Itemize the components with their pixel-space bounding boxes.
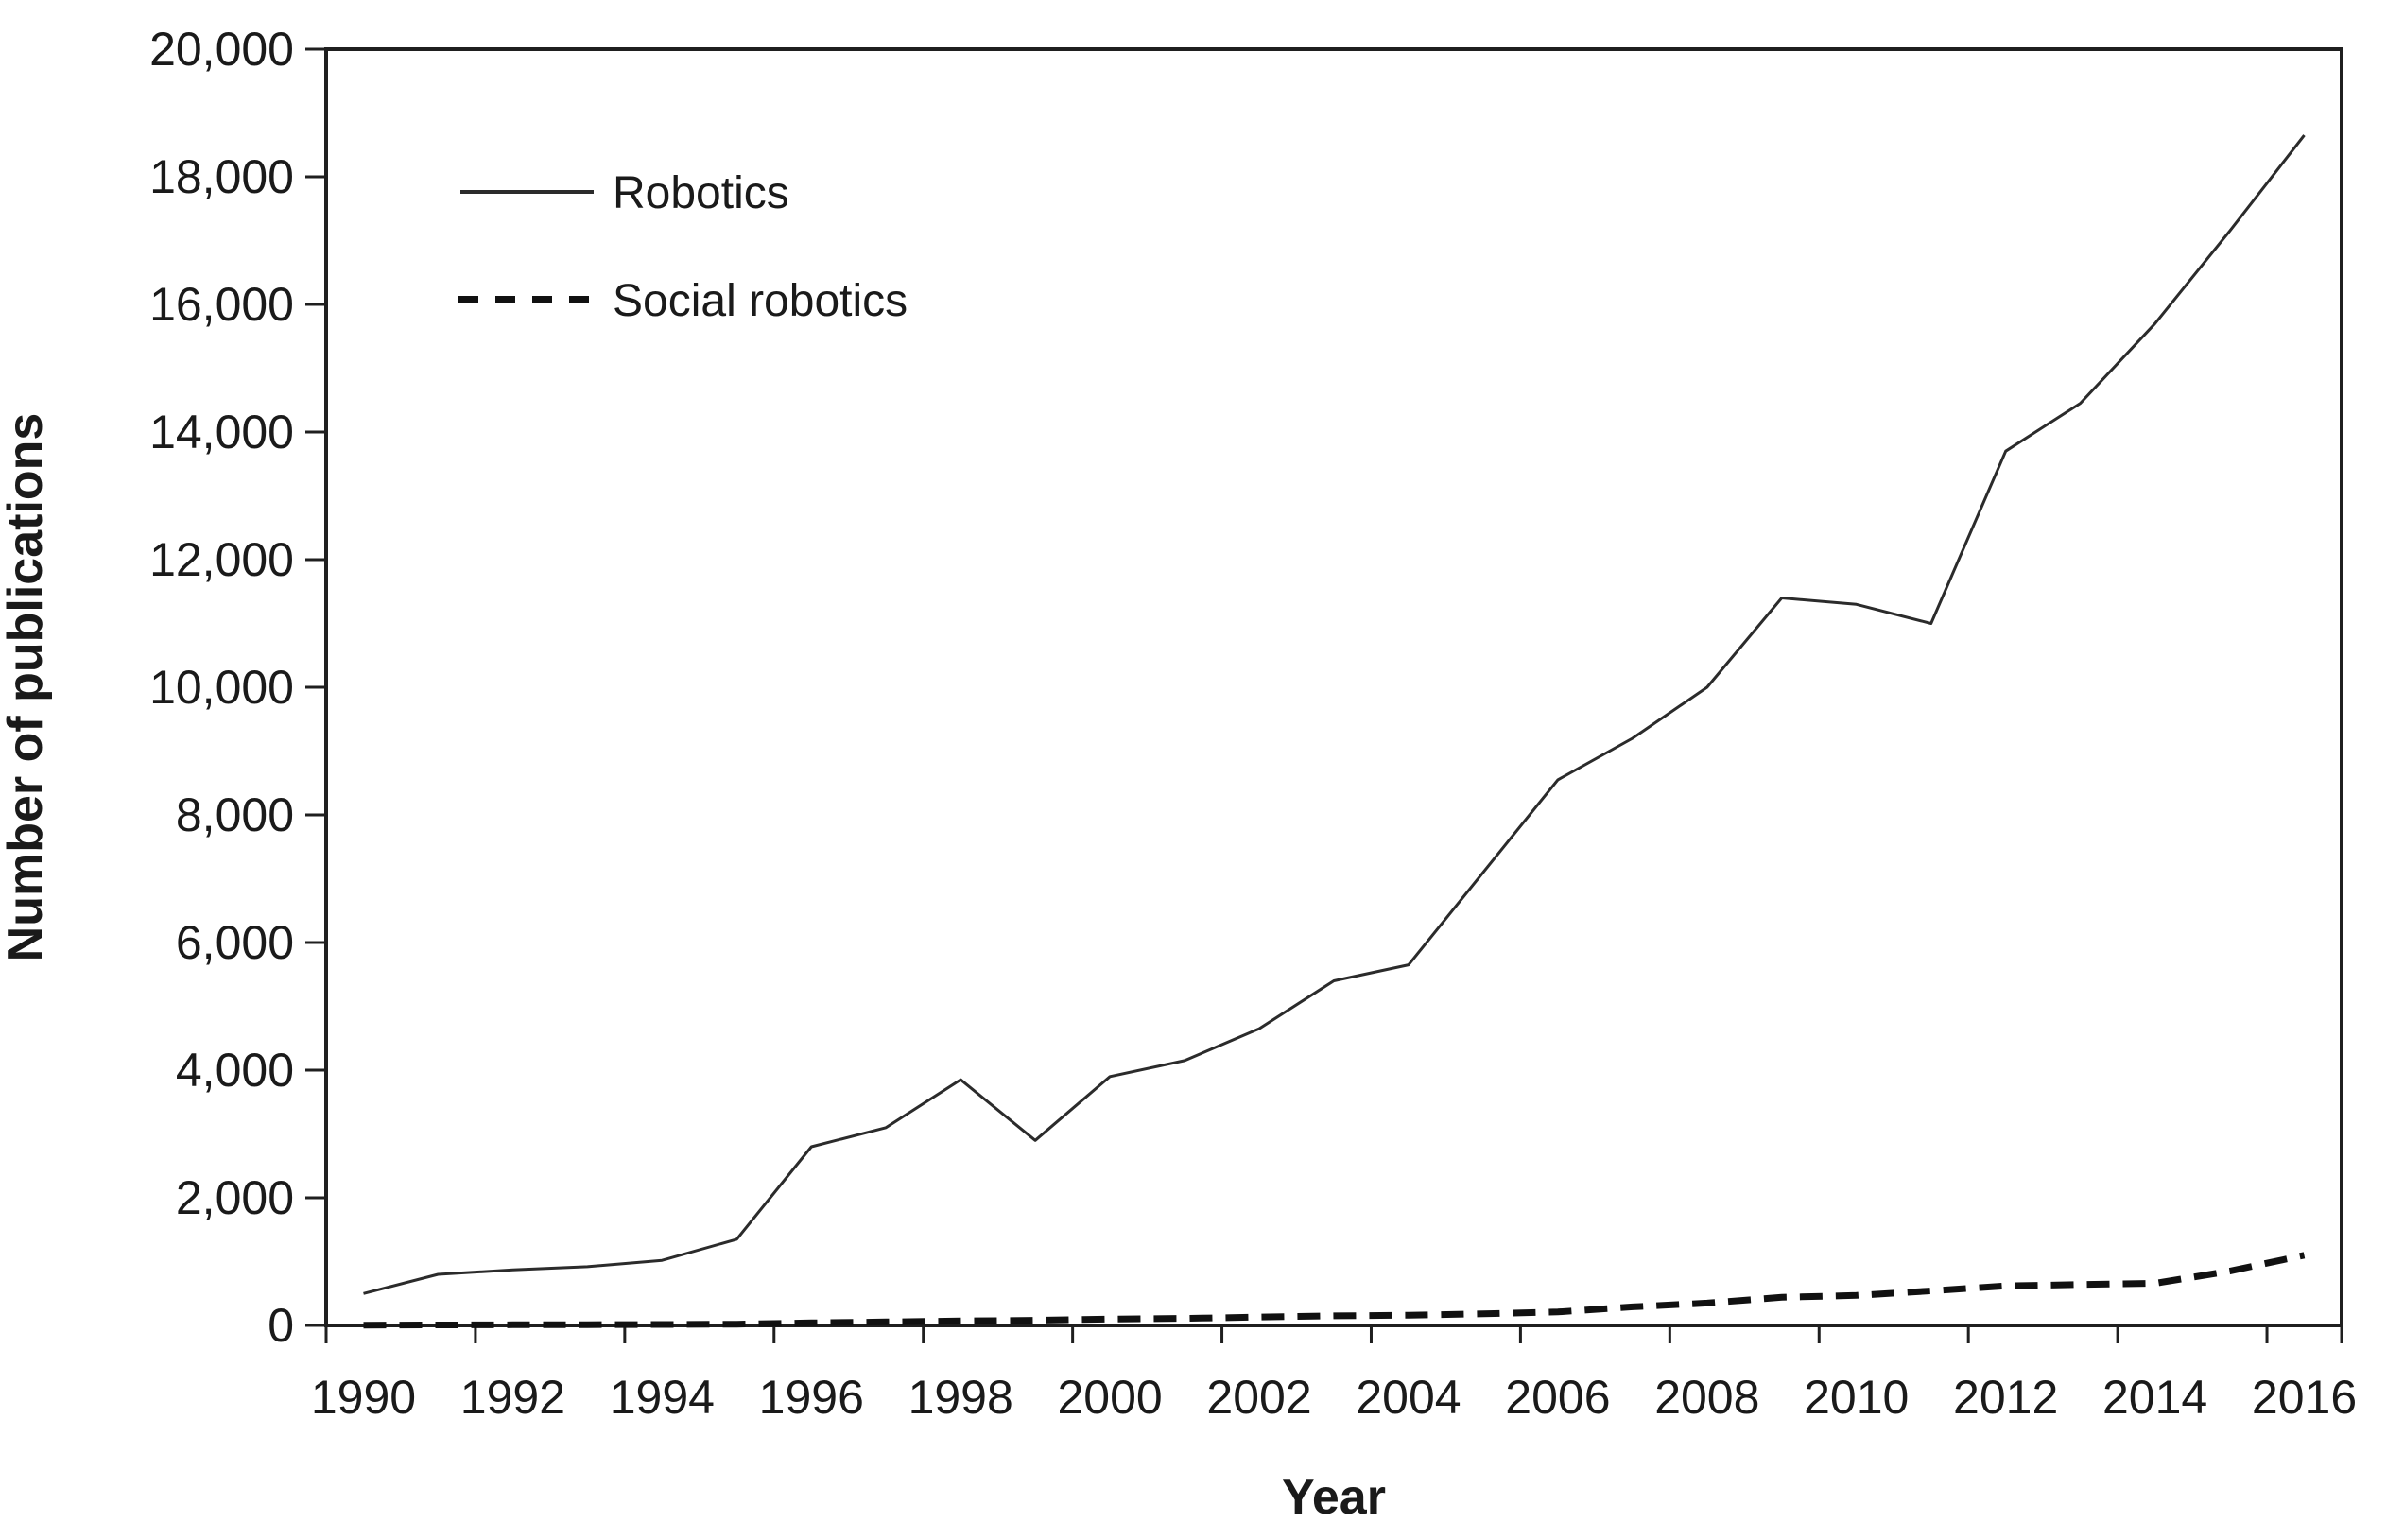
x-axis-tick-label: 2004 xyxy=(1356,1371,1461,1424)
y-axis-tick-label: 14,000 xyxy=(149,406,294,459)
x-axis-tick-label: 1990 xyxy=(311,1371,416,1424)
y-axis-tick-label: 18,000 xyxy=(149,150,294,203)
x-axis-tick-label: 1998 xyxy=(908,1371,1013,1424)
x-axis-tick-label: 2012 xyxy=(1953,1371,2058,1424)
x-axis-tick-label: 2016 xyxy=(2252,1371,2357,1424)
y-axis-tick-label: 20,000 xyxy=(149,23,294,76)
y-axis-tick-label: 4,000 xyxy=(176,1044,294,1097)
x-axis-tick-label: 1996 xyxy=(759,1371,864,1424)
x-axis-title: Year xyxy=(1282,1470,1386,1525)
y-axis-title: Number of publications xyxy=(0,413,53,962)
y-axis-tick-label: 12,000 xyxy=(149,533,294,586)
y-axis-tick-label: 6,000 xyxy=(176,916,294,969)
x-axis-tick-label: 2006 xyxy=(1505,1371,1610,1424)
x-axis-tick-label: 2010 xyxy=(1804,1371,1909,1424)
plot-border xyxy=(324,47,2343,1327)
y-axis-tick-label: 2,000 xyxy=(176,1171,294,1224)
x-axis-tick-label: 1992 xyxy=(460,1371,565,1424)
x-axis-tick-label: 1994 xyxy=(610,1371,715,1424)
legend: Robotics Social robotics xyxy=(458,168,908,326)
axes-layer: 0 2,000 4,000 6,000 8,000 10,000 12,000 14,000 1… xyxy=(149,23,2357,1424)
series-layer xyxy=(363,134,2306,1329)
y-axis-tick-label: 8,000 xyxy=(176,788,294,841)
legend-social-robotics-label: Social robotics xyxy=(613,276,908,326)
series-line-social-robotics xyxy=(363,1252,2306,1329)
x-axis-tick-label: 2002 xyxy=(1206,1371,1311,1424)
x-axis-tick-label: 2000 xyxy=(1057,1371,1162,1424)
legend-robotics-label: Robotics xyxy=(613,168,789,218)
series-line-robotics xyxy=(363,134,2306,1295)
y-axis-tick-label: 16,000 xyxy=(149,278,294,331)
x-axis-tick-label: 2008 xyxy=(1654,1371,1759,1424)
x-axis-tick-label: 2014 xyxy=(2102,1371,2207,1424)
y-axis-tick-label: 0 xyxy=(268,1299,294,1352)
y-axis-tick-label: 10,000 xyxy=(149,661,294,714)
